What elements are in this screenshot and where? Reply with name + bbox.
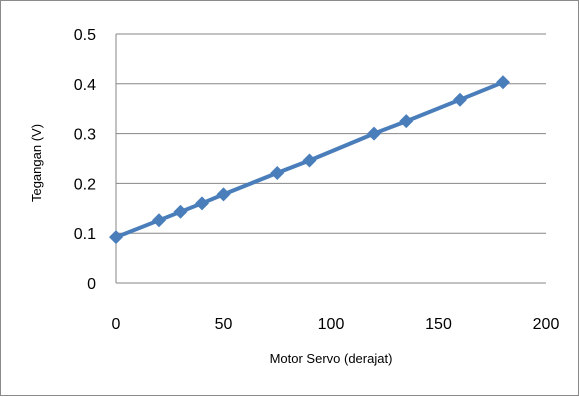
y-axis-title: Tegangan (V)	[29, 124, 44, 202]
x-tick-label: 200	[533, 316, 560, 333]
y-tick-label: 0.2	[74, 176, 96, 193]
data-point	[453, 92, 467, 107]
x-tick-label: 50	[215, 316, 233, 333]
data-point	[270, 165, 285, 180]
data-point	[302, 153, 317, 168]
y-tick-label: 0.3	[74, 127, 96, 144]
y-tick-label: 0	[87, 276, 96, 293]
data-point	[152, 213, 166, 228]
data-point	[399, 114, 414, 129]
data-point	[367, 126, 381, 141]
data-point	[496, 75, 510, 90]
data-point	[216, 187, 231, 202]
x-tick-labels: 0 50 100 150 200	[112, 316, 560, 333]
y-tick-label: 0.5	[74, 27, 96, 44]
x-tick-label: 0	[112, 316, 121, 333]
x-tick-label: 100	[318, 316, 345, 333]
x-axis-title: Motor Servo (derajat)	[270, 351, 393, 366]
series-group	[109, 75, 510, 245]
gridlines	[115, 33, 546, 284]
y-tick-label: 0.4	[74, 77, 96, 94]
data-point	[173, 204, 188, 219]
data-point	[109, 230, 123, 245]
data-point	[195, 196, 209, 211]
y-tick-label: 0.1	[74, 226, 96, 243]
x-tick-label: 150	[425, 316, 452, 333]
y-tick-labels: 0 0.1 0.2 0.3 0.4 0.5	[74, 27, 96, 293]
